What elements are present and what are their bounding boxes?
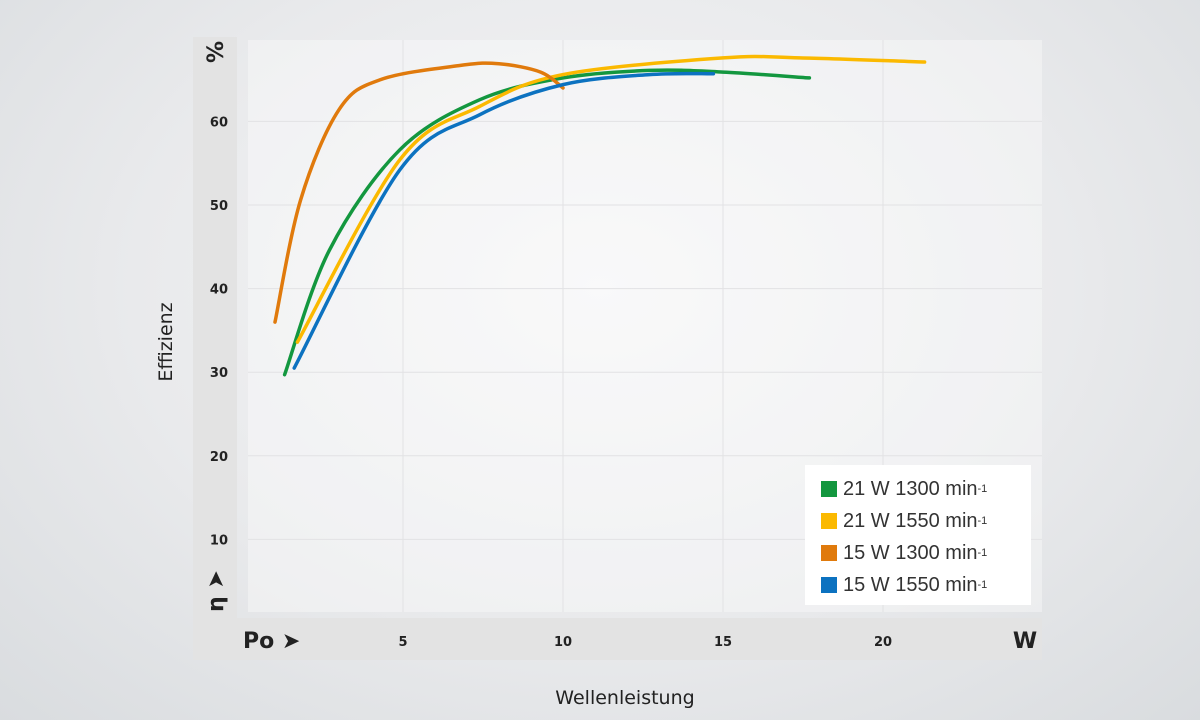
legend-item: 15 W 1300 min -1 [821,537,1031,569]
y-tick-label: 60 [210,115,228,130]
legend-item: 15 W 1550 min -1 [821,569,1031,601]
x-axis-band [193,618,1042,660]
series-line [273,61,565,324]
legend-label: 21 W 1550 min [843,509,978,532]
series-line [295,54,927,344]
legend-label: 15 W 1300 min [843,541,978,564]
legend-swatch [821,513,837,529]
x-unit: W [1013,629,1037,654]
x-tick-label: 10 [554,635,572,650]
legend-label: 21 W 1300 min [843,477,978,500]
legend: 21 W 1300 min -1 21 W 1550 min -1 15 W 130… [805,465,1031,605]
y-tick-label: 30 [210,366,228,381]
legend-sup: -1 [977,515,988,527]
legend-swatch [821,545,837,561]
x-tick-label: 20 [874,635,892,650]
x-tick-label: 5 [398,635,407,650]
y-unit: % [204,41,229,63]
x-axis-label: Wellenleistung [555,687,694,709]
x-origin-label: Po ➤ [243,629,300,654]
y-tick-label: 10 [210,533,228,548]
legend-swatch [821,577,837,593]
y-axis-band [193,37,237,660]
y-tick-label: 20 [210,450,228,465]
y-axis-label: Effizienz [155,302,177,381]
legend-sup: -1 [977,547,988,559]
series-line [292,71,716,370]
y-origin-label: η ➤ [204,570,229,612]
legend-item: 21 W 1550 min -1 [821,505,1031,537]
legend-sup: -1 [977,483,988,495]
legend-label: 15 W 1550 min [843,573,978,596]
legend-item: 21 W 1300 min -1 [821,473,1031,505]
legend-swatch [821,481,837,497]
legend-sup: -1 [977,579,988,591]
x-tick-label: 15 [714,635,732,650]
y-tick-label: 50 [210,199,228,214]
y-tick-label: 40 [210,283,228,298]
series-line [282,68,812,377]
